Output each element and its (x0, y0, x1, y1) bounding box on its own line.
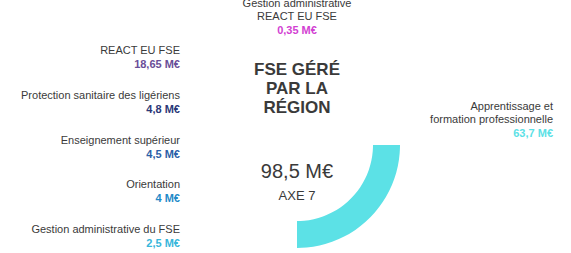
title: PAR LA (266, 79, 328, 98)
category-label: Orientation (126, 178, 180, 190)
category-label: Apprentissage etformation professionnell… (430, 100, 553, 125)
data-label: 4,8 M€ (146, 103, 180, 115)
center-text: FSE GÉRÉPAR LARÉGION 98,5 M€ AXE 7 (254, 60, 340, 203)
data-label: 4 M€ (156, 192, 180, 204)
data-label: 2,5 M€ (146, 237, 180, 249)
annotation: 98,5 M€ (261, 160, 333, 182)
data-label: 63,7 M€ (513, 127, 553, 139)
slice (297, 145, 400, 248)
data-label: 4,5 M€ (146, 148, 180, 160)
category-label: Protection sanitaire des ligériens (21, 89, 180, 101)
category-label: REACT EU FSE (100, 44, 180, 56)
category-label: Gestion administrative du FSE (31, 223, 180, 235)
category-label: Gestion administrativeREACT EU FSE (243, 0, 352, 22)
data-label: 18,65 M€ (134, 58, 180, 70)
labels: Gestion administrative du FSE 2,5 M€ Orien… (21, 0, 553, 249)
title: FSE GÉRÉ (254, 60, 340, 79)
data-label: 0,35 M€ (277, 24, 317, 36)
category-label: Enseignement supérieur (61, 134, 181, 146)
annotation: AXE 7 (279, 188, 316, 203)
title: RÉGION (263, 98, 330, 117)
chart: FSE GÉRÉPAR LARÉGION98,5 M€AXE 7Gestion … (0, 0, 571, 253)
donut (297, 145, 400, 248)
